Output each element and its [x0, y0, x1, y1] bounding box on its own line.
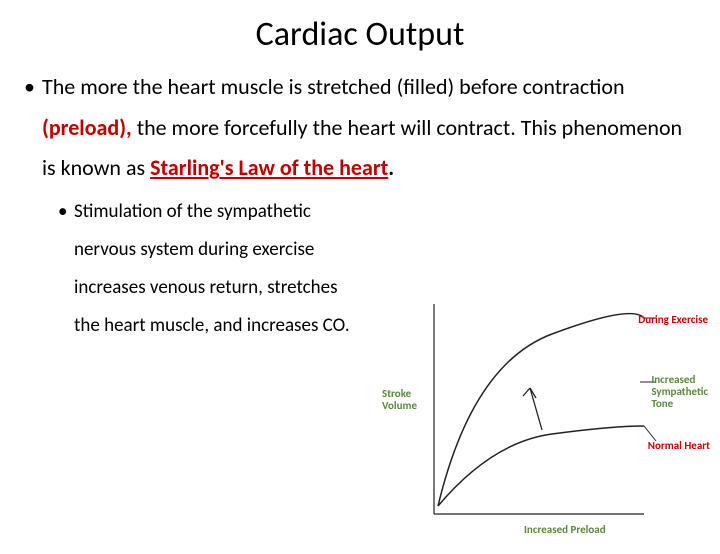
label-sympathetic-tone: Increased Sympathetic Tone — [651, 374, 708, 410]
starling-law-term: Starling's Law of the heart — [150, 154, 388, 181]
y-axis-label-l2: Volume — [382, 399, 417, 412]
y-axis-label-l1: Stroke — [382, 387, 411, 400]
preload-term: (preload), — [42, 114, 132, 141]
y-axis-label: Stroke Volume — [382, 388, 417, 412]
curve-normal-heart — [438, 426, 644, 506]
arrow-head — [523, 388, 536, 398]
x-axis-label: Increased Preload — [524, 523, 606, 536]
label-during-exercise: During Exercise — [638, 314, 708, 326]
bullet-main-text-1: The more the heart muscle is stretched (… — [42, 73, 625, 100]
bullet-sub: Stimulation of the sympathetic nervous s… — [58, 193, 358, 345]
page-title: Cardiac Output — [0, 14, 720, 55]
label-normal-heart: Normal Heart — [648, 440, 710, 452]
arrow-shaft — [530, 388, 542, 430]
label-symp-l2: Sympathetic — [651, 385, 708, 398]
curve-during-exercise — [438, 314, 644, 506]
bullet-main-period: . — [388, 154, 394, 181]
bullet-main: The more the heart muscle is stretched (… — [24, 67, 700, 189]
starling-chart: Stroke Volume Increased Preload During E… — [382, 284, 712, 534]
label-symp-l3: Tone — [651, 397, 673, 410]
label-symp-l1: Increased — [651, 373, 695, 386]
